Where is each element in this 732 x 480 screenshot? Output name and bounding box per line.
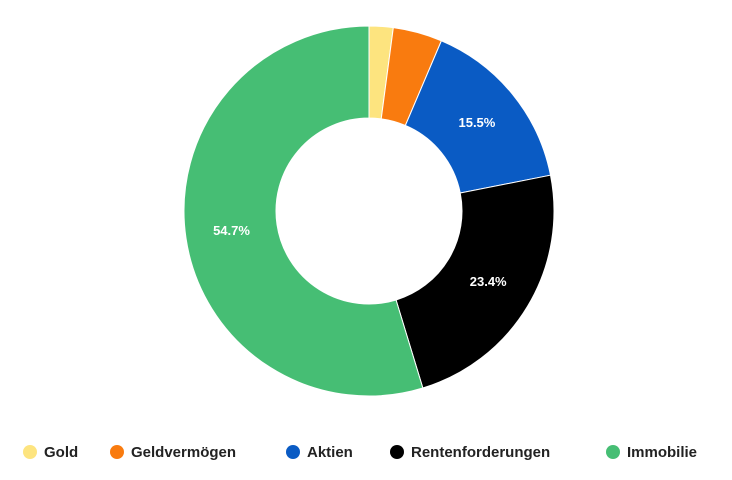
legend-marker: [390, 445, 404, 459]
legend-marker: [23, 445, 37, 459]
legend-marker: [606, 445, 620, 459]
legend-label: Rentenforderungen: [411, 444, 550, 461]
legend-label: Gold: [44, 444, 78, 461]
data-label: 15.5%: [458, 115, 495, 130]
legend-marker: [110, 445, 124, 459]
legend-label: Immobilie: [627, 444, 697, 461]
donut-slice: [395, 174, 555, 389]
legend-marker: [286, 445, 300, 459]
legend-label: Aktien: [307, 444, 353, 461]
donut-slice: [183, 25, 424, 397]
data-label: 54.7%: [213, 223, 250, 238]
data-label: 23.4%: [470, 274, 507, 289]
legend-label: Geldvermögen: [131, 444, 236, 461]
